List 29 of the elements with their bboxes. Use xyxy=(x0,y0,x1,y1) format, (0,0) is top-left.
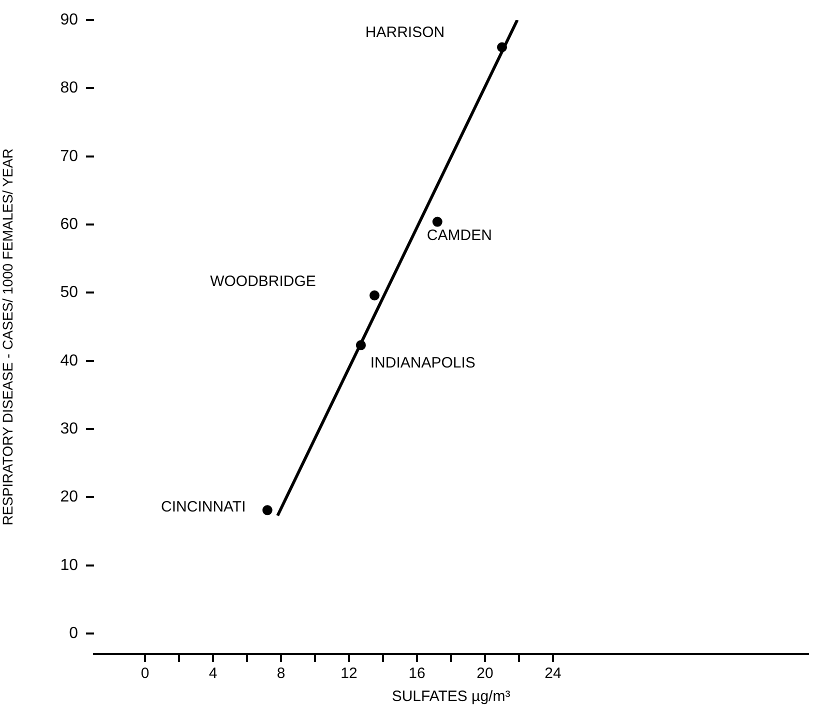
x-tick-label: 12 xyxy=(340,665,358,682)
x-tick-label: 0 xyxy=(140,665,150,682)
point xyxy=(432,216,442,227)
annotation: WOODBRIDGE xyxy=(210,273,316,290)
y-tick-label: 20 xyxy=(60,488,78,506)
y-tick-label: 80 xyxy=(60,80,78,97)
point xyxy=(497,42,507,52)
point xyxy=(370,290,380,300)
x-tick-label: 4 xyxy=(208,665,218,682)
y-tick-label: 0 xyxy=(69,624,78,642)
x-tick-label: 8 xyxy=(276,665,286,682)
y-tick-label: 40 xyxy=(60,352,78,370)
y-tick-label: 50 xyxy=(60,284,78,302)
annotation: CINCINNATI xyxy=(161,498,246,516)
x-tick-label: 24 xyxy=(544,665,562,682)
x-tick-label: 16 xyxy=(408,665,426,682)
annotation: CAMDEN xyxy=(426,226,492,244)
annotation: HARRISON xyxy=(365,24,445,42)
x-axis-title: SULFATES µg/m³ xyxy=(392,688,510,706)
x-tick-label: 20 xyxy=(476,665,494,682)
y-axis-title: RESPIRATORY DISEASE - CASES/ 1000 FEMALES/ YEAR xyxy=(0,148,16,526)
y-tick-label: 10 xyxy=(60,556,78,574)
y-tick-label: 70 xyxy=(60,148,78,165)
point xyxy=(356,340,366,350)
y-tick-label: 30 xyxy=(60,420,78,438)
y-tick-label: 60 xyxy=(60,216,78,233)
y-tick-label: 90 xyxy=(60,11,78,28)
point xyxy=(262,505,272,516)
annotation: INDIANAPOLIS xyxy=(370,354,476,372)
